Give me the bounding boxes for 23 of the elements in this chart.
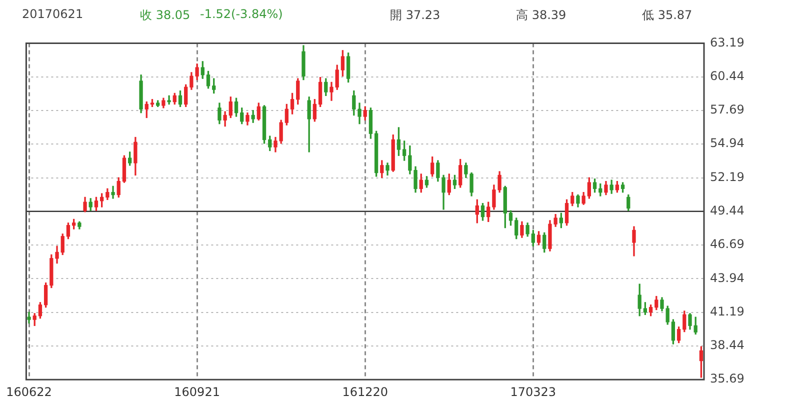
y-tick-label: 43.94: [710, 270, 744, 285]
y-tick-label: 54.94: [710, 136, 744, 150]
x-tick-label: 161220: [342, 384, 388, 399]
candlestick: [167, 95, 171, 105]
y-tick-label: 38.44: [710, 338, 744, 352]
x-tick-label: 160622: [6, 384, 52, 399]
text: 高 38.39: [516, 7, 566, 24]
text: 開 37.23: [390, 7, 440, 24]
text: -1.52(-3.84%): [200, 7, 283, 21]
text: 收 38.05: [140, 7, 190, 24]
y-tick-label: 46.69: [710, 237, 744, 252]
text: 20170621: [22, 7, 84, 21]
y-tick-label: 52.19: [710, 170, 744, 184]
y-tick-label: 57.69: [710, 102, 744, 117]
y-tick-label: 35.69: [710, 372, 744, 386]
x-tick-label: 160921: [174, 384, 220, 399]
y-tick-label: 60.44: [710, 68, 744, 83]
y-tick-label: 41.19: [710, 304, 744, 318]
y-tick-label: 63.19: [710, 35, 744, 50]
candlestick: [111, 186, 115, 199]
y-tick-label: 49.44: [710, 204, 744, 218]
text: 低 35.87: [642, 7, 692, 24]
x-tick-label: 170323: [510, 384, 556, 399]
